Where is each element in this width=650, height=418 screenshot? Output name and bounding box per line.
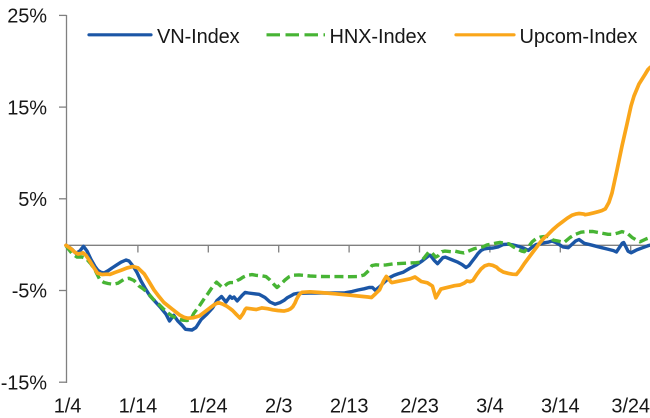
svg-text:25%: 25% [7,6,47,28]
svg-text:2/3: 2/3 [265,396,293,418]
svg-text:VN-Index: VN-Index [157,26,240,48]
svg-text:2/23: 2/23 [400,396,439,418]
svg-text:3/14: 3/14 [541,396,580,418]
svg-text:3/24: 3/24 [611,396,650,418]
svg-text:1/4: 1/4 [54,396,82,418]
svg-text:-15%: -15% [1,372,48,394]
svg-text:Upcom-Index: Upcom-Index [520,26,638,48]
svg-text:3/4: 3/4 [476,396,504,418]
svg-text:15%: 15% [7,97,47,119]
svg-text:1/24: 1/24 [189,396,228,418]
svg-text:-5%: -5% [12,281,48,303]
svg-text:HNX-Index: HNX-Index [330,26,427,48]
svg-text:1/14: 1/14 [119,396,158,418]
svg-text:2/13: 2/13 [330,396,369,418]
svg-text:5%: 5% [18,189,47,211]
